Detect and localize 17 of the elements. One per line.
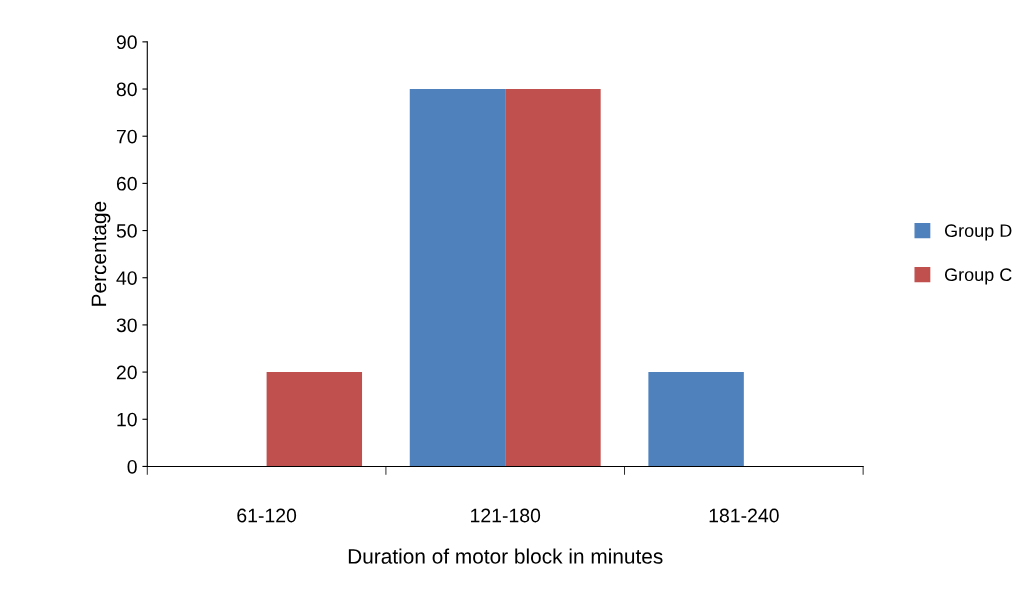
y-tick-label: 0: [127, 459, 137, 474]
x-tick-label: 121-180: [471, 508, 541, 523]
y-tick-label: 80: [116, 82, 137, 97]
y-tick-label: 20: [116, 365, 137, 380]
y-tick-label: 60: [116, 176, 137, 191]
x-axis-title: Duration of motor block in minutes: [348, 548, 663, 564]
legend-label: Group D: [944, 224, 1012, 241]
y-tick-label: 70: [116, 129, 137, 144]
y-tick-label: 50: [116, 224, 137, 238]
x-tick-label: 61-120: [237, 508, 297, 523]
y-axis-title: Percentage: [91, 201, 111, 306]
legend-label: Group C: [944, 268, 1012, 285]
y-tick-label: 40: [116, 271, 137, 285]
y-tick-label: 10: [117, 412, 137, 427]
x-tick-label: 181-240: [709, 508, 779, 523]
y-tick-label: 30: [116, 318, 137, 333]
y-tick-label: 90: [116, 35, 137, 50]
